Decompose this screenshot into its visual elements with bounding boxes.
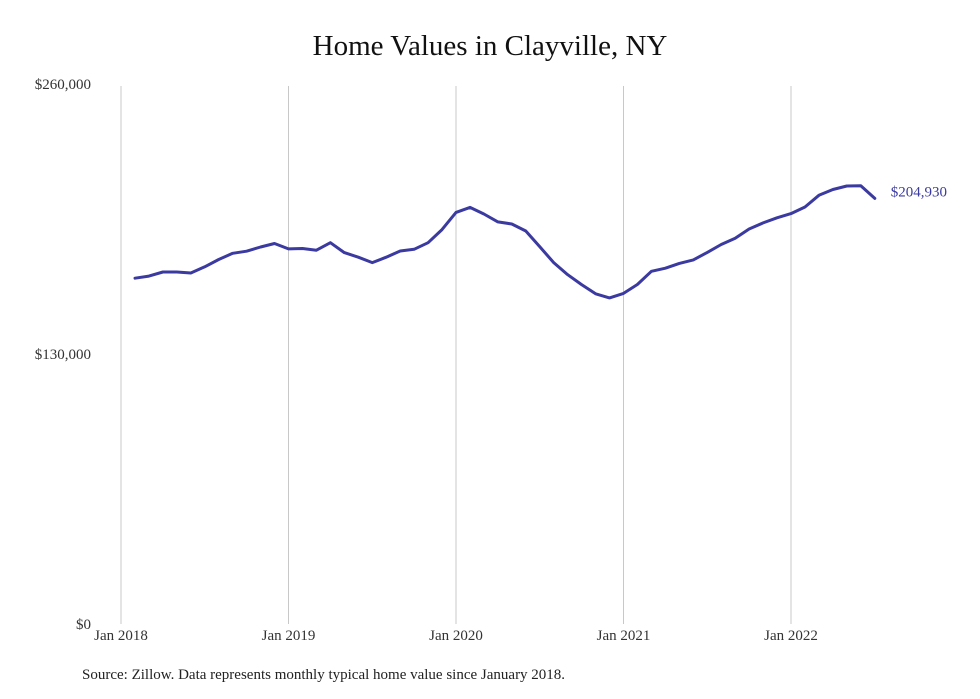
home-value-series-line	[133, 184, 877, 300]
line-chart: $0$130,000$260,000 Jan 2018 Jan 2019 Jan 2…	[35, 77, 947, 644]
x-tick-label-0: Jan 2018	[94, 628, 148, 644]
y-tick-label-2: $260,000	[35, 77, 91, 93]
source-note: Source: Zillow. Data represents monthly …	[82, 667, 566, 683]
y-tick-label-0: $0	[76, 617, 91, 633]
x-tick-label-4: Jan 2022	[764, 628, 818, 644]
y-axis-ticks: $0 $130,000 $260,000	[35, 77, 91, 633]
x-tick-label-2: Jan 2020	[429, 628, 483, 644]
x-axis-ticks: Jan 2018 Jan 2019 Jan 2020 Jan 2021 Jan 2022	[94, 628, 818, 644]
y-tick-label-1: $130,000	[35, 347, 91, 363]
x-tick-label-3: Jan 2021	[597, 628, 651, 644]
x-tick-label-1: Jan 2019	[262, 628, 316, 644]
grid-lines	[120, 86, 792, 624]
chart-title: Home Values in Clayville, NY	[312, 30, 668, 62]
end-value-label: $204,930	[891, 184, 947, 200]
